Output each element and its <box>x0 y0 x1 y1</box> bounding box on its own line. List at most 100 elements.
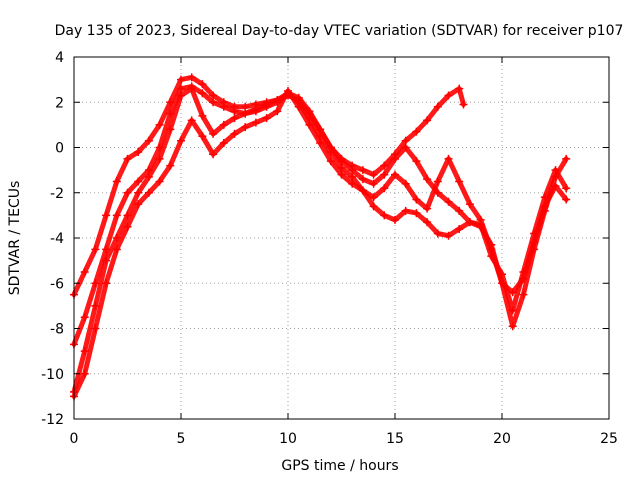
data-point <box>401 179 410 188</box>
data-point <box>80 369 89 378</box>
data-point <box>433 102 442 111</box>
data-point <box>209 150 218 159</box>
data-point <box>230 129 239 138</box>
data-point <box>294 98 303 107</box>
y-tick-label: 2 <box>55 95 64 111</box>
data-point <box>112 211 121 220</box>
data-point <box>508 322 517 331</box>
data-point <box>326 157 335 166</box>
data-point <box>459 100 468 109</box>
series-arc-4 <box>70 84 571 396</box>
data-point <box>91 245 100 254</box>
grid-lines <box>74 57 609 419</box>
data-point <box>123 188 132 197</box>
data-point <box>155 154 164 163</box>
y-tick-label: -2 <box>50 186 64 202</box>
series-group <box>70 73 571 401</box>
y-tick-label: -10 <box>41 367 64 383</box>
data-point <box>358 186 367 195</box>
data-point <box>369 179 378 188</box>
data-point <box>155 120 164 129</box>
data-point <box>155 177 164 186</box>
y-tick-label: 0 <box>55 141 64 157</box>
data-point <box>358 166 367 175</box>
data-point <box>562 184 571 193</box>
data-point <box>305 114 314 123</box>
x-tick-label: 0 <box>70 431 79 447</box>
data-point <box>465 218 474 227</box>
data-point <box>380 211 389 220</box>
data-point <box>80 313 89 322</box>
data-point <box>219 102 228 111</box>
data-point <box>273 107 282 116</box>
data-point <box>358 175 367 184</box>
data-point <box>123 154 132 163</box>
data-point <box>498 270 506 279</box>
data-point <box>551 166 560 175</box>
data-point <box>487 252 496 261</box>
data-point <box>423 116 432 125</box>
data-point <box>401 143 410 152</box>
y-tick-label: -12 <box>41 412 64 428</box>
data-point <box>348 172 357 181</box>
data-point <box>112 177 121 186</box>
data-point <box>241 109 250 118</box>
data-point <box>251 118 260 127</box>
data-point <box>433 229 442 238</box>
data-point <box>284 89 292 98</box>
data-point <box>262 114 271 123</box>
data-point <box>433 177 442 186</box>
data-point <box>369 170 378 179</box>
data-point <box>91 301 100 310</box>
data-point <box>444 231 453 240</box>
data-point <box>123 211 132 220</box>
data-point <box>465 200 474 209</box>
data-point <box>423 175 432 184</box>
y-tick-label: -4 <box>50 231 64 247</box>
data-point <box>91 279 100 288</box>
data-point <box>455 224 464 233</box>
y-tick-label: -6 <box>50 276 64 292</box>
data-point <box>251 105 260 114</box>
data-point <box>455 206 464 215</box>
y-axis-label: SDTVAR / TECUs <box>7 181 23 296</box>
data-point <box>530 229 539 238</box>
data-point <box>134 188 143 197</box>
data-point <box>177 75 185 84</box>
data-point <box>562 195 571 204</box>
data-point <box>177 91 185 100</box>
data-point <box>455 177 464 186</box>
data-point <box>412 127 421 136</box>
data-point <box>444 91 453 100</box>
data-point <box>540 193 549 202</box>
data-point <box>391 215 399 224</box>
x-tick-label: 20 <box>493 431 511 447</box>
data-point <box>219 138 228 147</box>
data-point <box>562 154 571 163</box>
data-point <box>230 107 239 116</box>
data-point <box>177 84 185 93</box>
chart-title: Day 135 of 2023, Sidereal Day-to-day VTE… <box>55 23 624 39</box>
data-point <box>102 279 111 288</box>
data-point <box>380 184 389 193</box>
data-point <box>102 211 111 220</box>
data-point <box>326 148 335 157</box>
data-point <box>444 197 453 206</box>
data-point <box>187 73 196 82</box>
y-tick-label: -8 <box>50 322 64 338</box>
data-point <box>198 132 207 141</box>
data-point <box>519 267 528 276</box>
data-point <box>144 136 153 145</box>
data-point <box>391 170 399 179</box>
data-point <box>230 114 239 123</box>
data-point <box>209 91 218 100</box>
data-point <box>337 170 346 179</box>
data-point <box>166 161 175 170</box>
data-point <box>423 218 432 227</box>
data-point <box>144 188 153 197</box>
data-point <box>444 154 453 163</box>
data-point <box>198 89 207 98</box>
data-point <box>80 347 89 356</box>
x-tick-label: 5 <box>177 431 186 447</box>
